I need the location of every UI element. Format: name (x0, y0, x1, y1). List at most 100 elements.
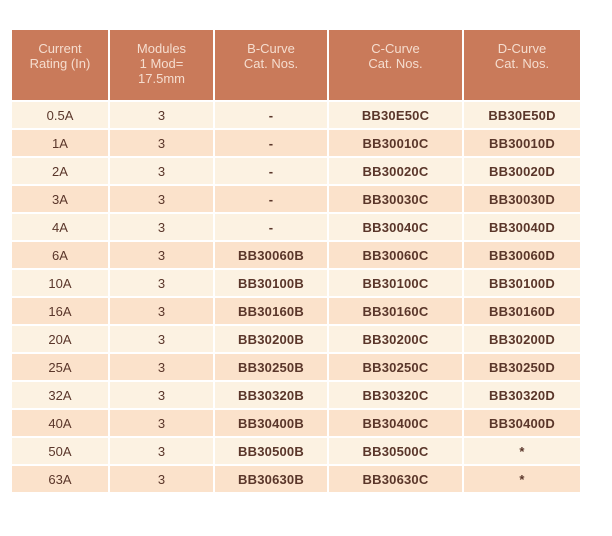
cell-d-curve: BB30400D (462, 408, 582, 438)
cell-modules: 3 (108, 324, 215, 354)
cell-d-curve: * (462, 436, 582, 466)
column-header-c-curve: C-Curve Cat. Nos. (327, 28, 464, 102)
cell-c-curve: BB30250C (327, 352, 464, 382)
cell-c-curve: BB30020C (327, 156, 464, 186)
header-line: Cat. Nos. (494, 56, 550, 71)
table-row: 2A 3 - BB30020C BB30020D (10, 156, 582, 186)
header-line: B-Curve (247, 41, 295, 56)
cell-b-curve: BB30500B (213, 436, 329, 466)
cell-b-curve: - (213, 100, 329, 130)
column-header-current-rating: Current Rating (In) (10, 28, 110, 102)
cell-modules: 3 (108, 128, 215, 158)
cell-c-curve: BB30100C (327, 268, 464, 298)
cell-b-curve: - (213, 128, 329, 158)
cell-modules: 3 (108, 184, 215, 214)
table-row: 25A 3 BB30250B BB30250C BB30250D (10, 352, 582, 382)
cell-current-rating: 20A (10, 324, 110, 354)
header-line: C-Curve (371, 41, 420, 56)
cell-current-rating: 40A (10, 408, 110, 438)
cell-modules: 3 (108, 212, 215, 242)
cell-d-curve: * (462, 464, 582, 494)
cell-modules: 3 (108, 296, 215, 326)
column-header-b-curve: B-Curve Cat. Nos. (213, 28, 329, 102)
table-row: 10A 3 BB30100B BB30100C BB30100D (10, 268, 582, 298)
cell-current-rating: 25A (10, 352, 110, 382)
cell-b-curve: BB30250B (213, 352, 329, 382)
header-line: 17.5mm (138, 71, 185, 86)
cell-current-rating: 0.5A (10, 100, 110, 130)
cell-b-curve: BB30630B (213, 464, 329, 494)
cell-b-curve: - (213, 156, 329, 186)
cell-current-rating: 1A (10, 128, 110, 158)
cell-modules: 3 (108, 380, 215, 410)
cell-b-curve: BB30320B (213, 380, 329, 410)
table-row: 4A 3 - BB30040C BB30040D (10, 212, 582, 242)
cell-d-curve: BB30020D (462, 156, 582, 186)
cell-c-curve: BB30200C (327, 324, 464, 354)
cell-current-rating: 32A (10, 380, 110, 410)
cell-c-curve: BB30060C (327, 240, 464, 270)
cell-c-curve: BB30040C (327, 212, 464, 242)
cell-modules: 3 (108, 240, 215, 270)
table-row: 1A 3 - BB30010C BB30010D (10, 128, 582, 158)
cell-current-rating: 6A (10, 240, 110, 270)
cell-c-curve: BB30010C (327, 128, 464, 158)
cell-d-curve: BB30320D (462, 380, 582, 410)
cell-b-curve: - (213, 184, 329, 214)
cell-current-rating: 3A (10, 184, 110, 214)
cell-b-curve: BB30100B (213, 268, 329, 298)
column-header-modules: Modules 1 Mod= 17.5mm (108, 28, 215, 102)
cell-b-curve: BB30400B (213, 408, 329, 438)
cell-b-curve: - (213, 212, 329, 242)
cell-c-curve: BB30030C (327, 184, 464, 214)
table-row: 20A 3 BB30200B BB30200C BB30200D (10, 324, 582, 354)
cell-current-rating: 10A (10, 268, 110, 298)
cell-b-curve: BB30200B (213, 324, 329, 354)
cell-c-curve: BB30400C (327, 408, 464, 438)
cell-c-curve: BB30630C (327, 464, 464, 494)
header-line: Modules (136, 41, 187, 56)
cell-current-rating: 4A (10, 212, 110, 242)
header-line: Cat. Nos. (368, 56, 423, 71)
cell-modules: 3 (108, 100, 215, 130)
cell-modules: 3 (108, 408, 215, 438)
cell-b-curve: BB30060B (213, 240, 329, 270)
cell-modules: 3 (108, 156, 215, 186)
cell-c-curve: BB30500C (327, 436, 464, 466)
header-line: Current (38, 41, 82, 56)
cell-modules: 3 (108, 464, 215, 494)
cell-modules: 3 (108, 436, 215, 466)
cell-b-curve: BB30160B (213, 296, 329, 326)
table-row: 6A 3 BB30060B BB30060C BB30060D (10, 240, 582, 270)
table-row: 40A 3 BB30400B BB30400C BB30400D (10, 408, 582, 438)
column-header-d-curve: D-Curve Cat. Nos. (462, 28, 582, 102)
cell-d-curve: BB30030D (462, 184, 582, 214)
table-header-row: Current Rating (In) Modules 1 Mod= 17.5m… (10, 28, 582, 102)
table-row: 50A 3 BB30500B BB30500C * (10, 436, 582, 466)
header-line: D-Curve (497, 41, 547, 56)
cell-d-curve: BB30200D (462, 324, 582, 354)
cell-c-curve: BB30E50C (327, 100, 464, 130)
table-row: 0.5A 3 - BB30E50C BB30E50D (10, 100, 582, 130)
cell-d-curve: BB30E50D (462, 100, 582, 130)
header-line: Rating (In) (29, 56, 91, 71)
table-row: 63A 3 BB30630B BB30630C * (10, 464, 582, 494)
table-row: 3A 3 - BB30030C BB30030D (10, 184, 582, 214)
cell-d-curve: BB30040D (462, 212, 582, 242)
cell-current-rating: 50A (10, 436, 110, 466)
cell-c-curve: BB30160C (327, 296, 464, 326)
cell-d-curve: BB30250D (462, 352, 582, 382)
cell-current-rating: 63A (10, 464, 110, 494)
cell-current-rating: 2A (10, 156, 110, 186)
cell-d-curve: BB30100D (462, 268, 582, 298)
cell-d-curve: BB30010D (462, 128, 582, 158)
header-line: Cat. Nos. (243, 56, 299, 71)
cell-d-curve: BB30060D (462, 240, 582, 270)
cell-current-rating: 16A (10, 296, 110, 326)
cell-modules: 3 (108, 352, 215, 382)
table-row: 32A 3 BB30320B BB30320C BB30320D (10, 380, 582, 410)
header-line: 1 Mod= (139, 56, 184, 71)
cell-d-curve: BB30160D (462, 296, 582, 326)
table-row: 16A 3 BB30160B BB30160C BB30160D (10, 296, 582, 326)
